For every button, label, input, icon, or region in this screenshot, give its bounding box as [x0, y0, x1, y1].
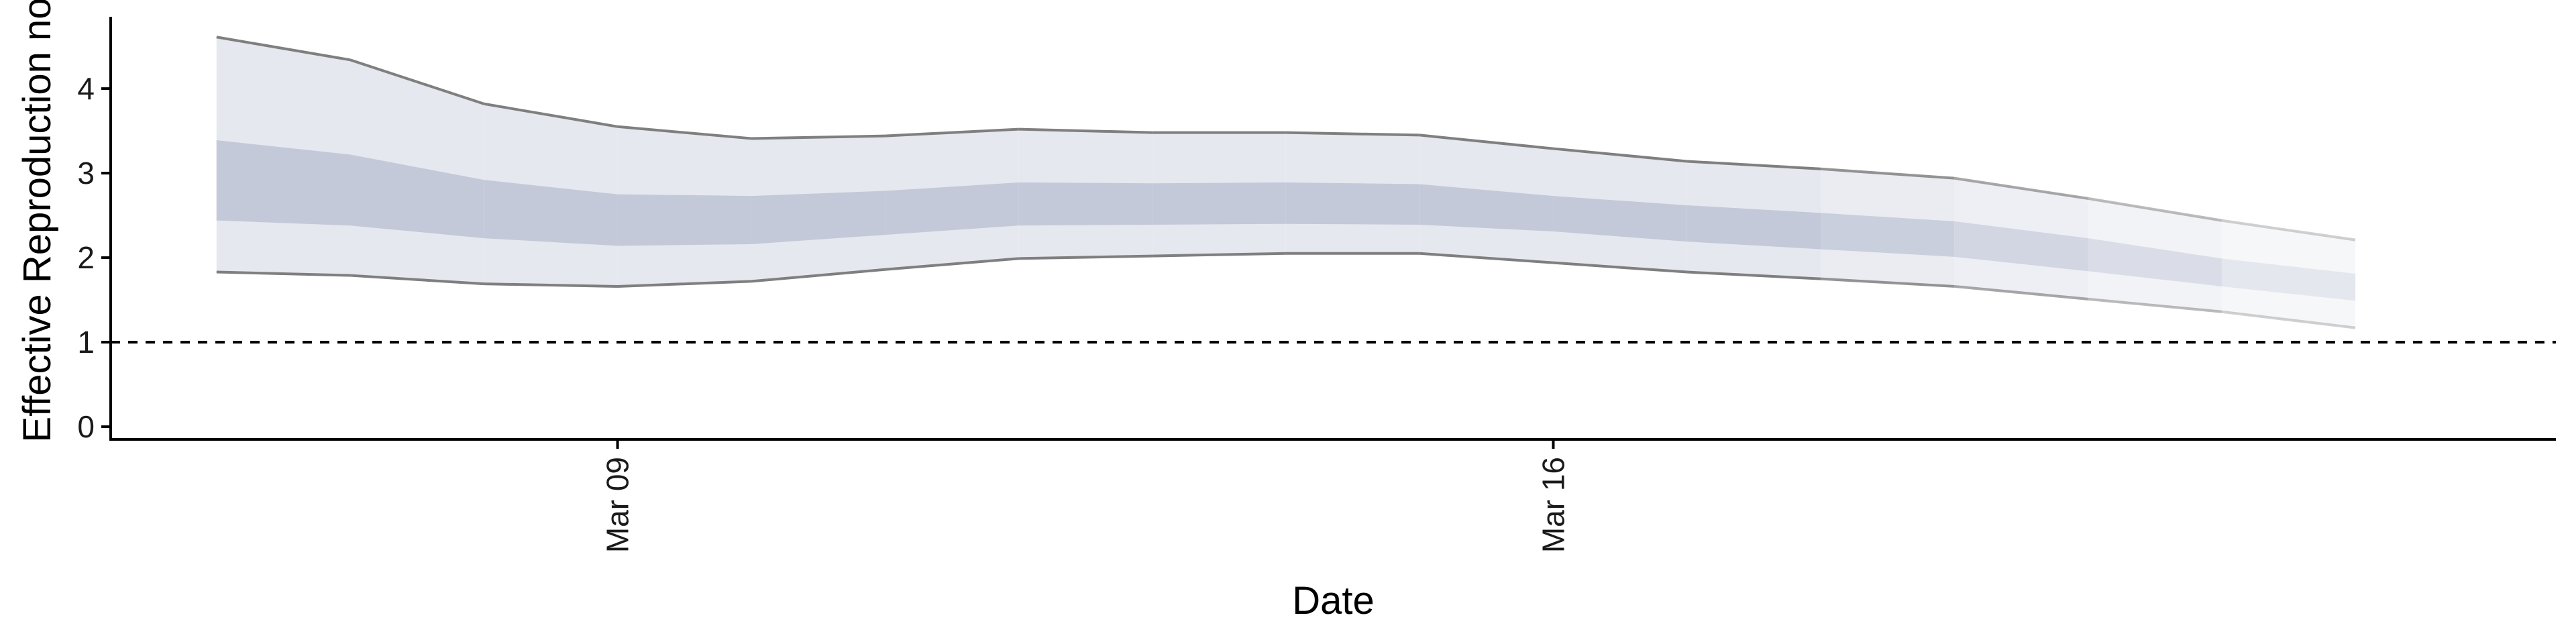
lower-bound-line [884, 257, 1019, 271]
lower-bound-line [350, 274, 484, 286]
lower-bound-line [1686, 270, 1821, 280]
y-tick-label: 1 [77, 325, 95, 360]
lower-bound-line [617, 280, 751, 288]
upper-bound-line [1018, 127, 1152, 134]
inner-band-segment [617, 194, 751, 246]
lower-bound-line [484, 282, 618, 288]
lower-bound-line [751, 268, 885, 283]
upper-bound-line [1686, 160, 1821, 170]
inner-band-segment [216, 140, 351, 226]
inner-band-segment [1285, 182, 1420, 225]
inner-band-segment [484, 180, 618, 246]
lower-bound-line [1152, 252, 1286, 258]
upper-bound-line [1553, 147, 1687, 163]
y-tick-label: 3 [77, 156, 95, 191]
inner-band-segment [1419, 184, 1554, 232]
inner-band-segment [1152, 182, 1286, 225]
lower-bound-line [1820, 277, 1955, 288]
lower-bound-line [1954, 284, 2088, 301]
x-axis-title: Date [1292, 579, 1375, 623]
y-tick-label: 2 [77, 240, 95, 275]
inner-band-segment [2221, 258, 2356, 301]
upper-bound-line [1953, 176, 2088, 200]
lower-bound-line [2088, 297, 2222, 313]
inner-band-segment [885, 182, 1019, 235]
y-axis-title: Effective Reproduction no. [15, 0, 59, 443]
upper-bound-line [483, 102, 618, 128]
x-tick-label: Mar 16 [1536, 457, 1570, 553]
upper-bound-line [350, 58, 484, 105]
outer-band-segment [2221, 220, 2356, 328]
upper-bound-line [1419, 133, 1554, 150]
lower-bound-line [1419, 252, 1554, 264]
upper-bound-line [1820, 167, 1955, 180]
x-ticks-layer: Mar 09 Mar 16 [600, 439, 1570, 553]
upper-bound-line [2221, 219, 2356, 241]
inner-band-segment [1954, 221, 2088, 272]
inner-band-segment [350, 154, 484, 239]
inner-band-segment [1686, 205, 1821, 250]
lower-bound-line [2221, 310, 2356, 329]
x-tick-label: Mar 09 [600, 457, 635, 553]
inner-band-segment [751, 191, 885, 244]
bands-layer [216, 37, 2356, 328]
upper-bound-line [885, 127, 1019, 138]
inner-band-segment [1821, 213, 1955, 257]
bound-lines-layer [216, 36, 2356, 329]
upper-bound-line [216, 36, 351, 62]
y-ticks-layer: 0 1 2 3 4 [77, 71, 111, 444]
y-tick-label: 0 [77, 409, 95, 444]
upper-bound-line [1285, 131, 1420, 137]
lower-bound-line [1018, 254, 1152, 260]
upper-bound-line [751, 134, 885, 140]
lower-bound-line [216, 270, 351, 277]
inner-band-segment [1553, 196, 1687, 242]
inner-band-segment [1018, 182, 1152, 226]
inner-band-segment [2088, 238, 2222, 286]
upper-bound-line [617, 125, 752, 140]
lower-bound-line [1553, 261, 1687, 274]
upper-bound-line [2088, 197, 2222, 222]
y-tick-label: 4 [77, 71, 95, 106]
